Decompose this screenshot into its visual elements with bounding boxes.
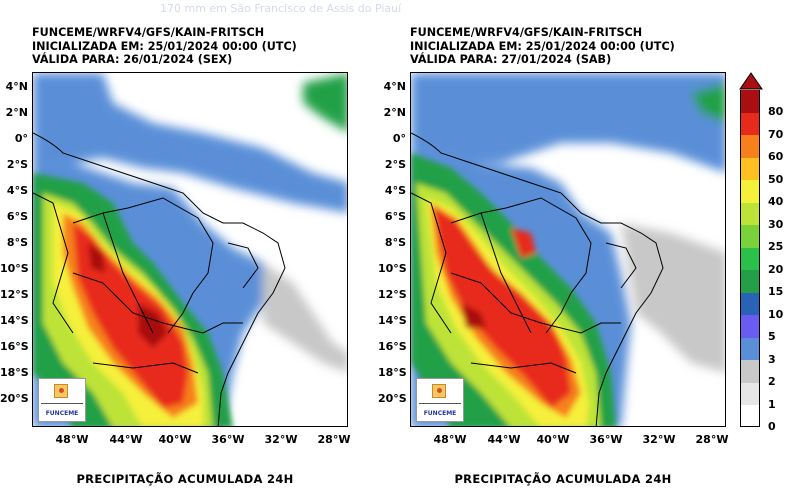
logo-text: FUNCEME: [423, 410, 457, 417]
colorbar-arrow-icon: [739, 72, 763, 90]
colorbar-cell: [740, 382, 760, 406]
colorbar-label: 5: [768, 330, 776, 344]
colorbar-cell: [740, 247, 760, 271]
colorbar-cell: [740, 269, 760, 293]
lat-label: 4°S: [384, 184, 406, 197]
colorbar-label: 70: [768, 127, 784, 141]
lat-label: 16°S: [0, 340, 29, 353]
panel-header: FUNCEME/WRFV4/GFS/KAIN-FRITSCH INICIALIZ…: [32, 26, 297, 67]
valid-line: VÁLIDA PARA: 26/01/2024 (SEX): [32, 53, 233, 66]
lat-label: 4°S: [6, 184, 28, 197]
lon-label: 40°W: [536, 433, 570, 446]
colorbar-cell: [740, 337, 760, 361]
lat-label: 10°S: [0, 262, 29, 275]
lat-label: 8°S: [6, 236, 28, 249]
map-panel-day2: FUNCEME/WRFV4/GFS/KAIN-FRITSCH INICIALIZ…: [378, 0, 748, 500]
overlay-caption: 170 mm em São Francisco de Assis do Piau…: [160, 2, 402, 15]
init-line: INICIALIZADA EM: 25/01/2024 00:00 (UTC): [32, 39, 297, 53]
colorbar-cell: [740, 179, 760, 203]
logo-text: FUNCEME: [45, 410, 79, 417]
colorbar-label: 15: [768, 285, 784, 299]
colorbar-cell: [740, 314, 760, 338]
lon-label: 44°W: [109, 433, 143, 446]
colorbar-label: 25: [768, 240, 784, 254]
lat-label: 2°S: [6, 158, 28, 171]
lon-label: 48°W: [433, 433, 467, 446]
colorbar-cell: [740, 157, 760, 181]
valid-line: VÁLIDA PARA: 27/01/2024 (SAB): [410, 53, 612, 66]
country-borders: [33, 132, 286, 426]
lat-label: 16°S: [378, 340, 407, 353]
lat-label: 10°S: [378, 262, 407, 275]
colorbar-cell: [740, 224, 760, 248]
map-footer: PRECIPITAÇÃO ACUMULADA 24H: [454, 472, 672, 486]
colorbar-label: 1: [768, 397, 776, 411]
lon-label: 28°W: [695, 433, 729, 446]
lat-label: 14°S: [378, 314, 407, 327]
colorbar-label: 10: [768, 307, 784, 321]
colorbar-label: 3: [768, 352, 776, 366]
lat-label: 20°S: [0, 392, 29, 405]
lon-label: 48°W: [55, 433, 89, 446]
model-line: FUNCEME/WRFV4/GFS/KAIN-FRITSCH: [32, 26, 265, 39]
precip-field-day2: [411, 73, 725, 426]
colorbar-label: 20: [768, 262, 784, 276]
lat-label: 14°S: [0, 314, 29, 327]
lon-label: 40°W: [158, 433, 192, 446]
lat-label: 2°N: [383, 106, 406, 119]
lat-label: 4°N: [383, 80, 406, 93]
lat-label: 0°: [14, 132, 28, 145]
precipitation-map: FUNCEME: [32, 72, 348, 427]
sun-icon: [432, 384, 446, 398]
lat-label: 18°S: [0, 366, 29, 379]
map-footer: PRECIPITAÇÃO ACUMULADA 24H: [76, 472, 294, 486]
precipitation-map: FUNCEME: [410, 72, 726, 427]
model-line: FUNCEME/WRFV4/GFS/KAIN-FRITSCH: [410, 26, 643, 39]
lon-label: 28°W: [317, 433, 351, 446]
colorbar-cell: [740, 112, 760, 136]
lat-label: 2°S: [384, 158, 406, 171]
lat-label: 6°S: [6, 210, 28, 223]
colorbar-cell: [740, 292, 760, 316]
lat-label: 6°S: [384, 210, 406, 223]
colorbar-cell: [740, 202, 760, 226]
lon-label: 32°W: [642, 433, 676, 446]
colorbar-label: 2: [768, 375, 776, 389]
lat-label: 2°N: [5, 106, 28, 119]
lon-label: 44°W: [487, 433, 521, 446]
funceme-logo: FUNCEME: [38, 378, 86, 422]
sun-icon: [54, 384, 68, 398]
colorbar-label: 30: [768, 217, 784, 231]
init-line: INICIALIZADA EM: 25/01/2024 00:00 (UTC): [410, 39, 675, 53]
colorbar-label: 0: [768, 420, 776, 433]
colorbar-cell: [740, 359, 760, 383]
colorbar-label: 40: [768, 195, 784, 209]
lat-label: 4°N: [5, 80, 28, 93]
lat-label: 12°S: [0, 288, 29, 301]
lon-label: 36°W: [589, 433, 623, 446]
funceme-logo: FUNCEME: [416, 378, 464, 422]
lat-label: 8°S: [384, 236, 406, 249]
lat-label: 18°S: [378, 366, 407, 379]
colorbar-label: 60: [768, 150, 784, 164]
map-panel-day1: FUNCEME/WRFV4/GFS/KAIN-FRITSCH INICIALIZ…: [0, 0, 370, 500]
lon-label: 32°W: [264, 433, 298, 446]
colorbar-label: 80: [768, 105, 784, 119]
lon-label: 36°W: [211, 433, 245, 446]
country-borders: [411, 132, 664, 426]
colorbar-cell: [740, 404, 760, 428]
lat-label: 20°S: [378, 392, 407, 405]
lat-label: 12°S: [378, 288, 407, 301]
colorbar-cell: [740, 134, 760, 158]
colorbar-cell: [740, 90, 760, 113]
precipitation-colorbar: 0 1 2 3 5 10 15 20 25 30 40 50 60 70 80: [738, 72, 788, 433]
panel-header: FUNCEME/WRFV4/GFS/KAIN-FRITSCH INICIALIZ…: [410, 26, 675, 67]
lat-label: 0°: [392, 132, 406, 145]
precip-field-day1: [33, 73, 347, 426]
colorbar-label: 50: [768, 172, 784, 186]
